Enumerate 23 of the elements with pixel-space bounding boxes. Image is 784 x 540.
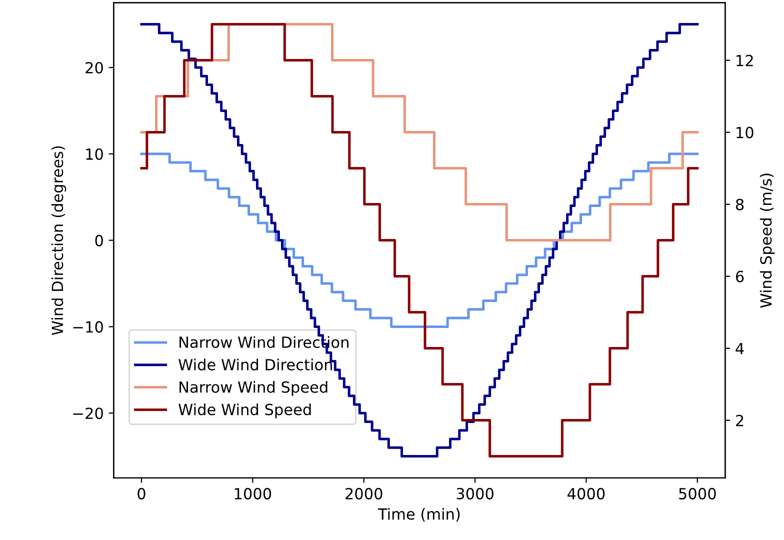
x-tick-label: 0 <box>138 488 146 500</box>
y2-tick-label: 12 <box>736 54 753 66</box>
y2-tick-label: 4 <box>736 342 744 354</box>
y2-tick-label: 8 <box>736 198 744 210</box>
y2-tick-label: 2 <box>736 414 744 426</box>
x-tick-label: 1000 <box>234 488 272 500</box>
y-tick-label: 10 <box>86 148 103 160</box>
y2-tick-label: 6 <box>736 270 744 282</box>
legend-label: Narrow Wind Speed <box>180 381 328 396</box>
x-tick-label: 2000 <box>346 488 382 500</box>
legend-label: Wide Wind Direction <box>178 358 332 370</box>
y-tick-label: −10 <box>73 321 103 333</box>
y2-axis-title: Wind Speed (m/s) <box>760 174 775 308</box>
legend-label: Wide Wind Speed <box>178 403 311 418</box>
x-tick-label: 3000 <box>456 488 494 500</box>
y-axis-title: Wind Direction (degrees) <box>51 146 66 336</box>
y-tick-label: −20 <box>73 408 103 420</box>
y2-tick-label: 10 <box>736 126 754 138</box>
y-tick-label: 20 <box>86 62 103 74</box>
x-tick-label: 4000 <box>568 488 605 500</box>
x-axis-title: Time (min) <box>378 508 460 522</box>
x-tick-label: 5000 <box>679 488 716 500</box>
y-tick-label: 0 <box>95 234 103 246</box>
